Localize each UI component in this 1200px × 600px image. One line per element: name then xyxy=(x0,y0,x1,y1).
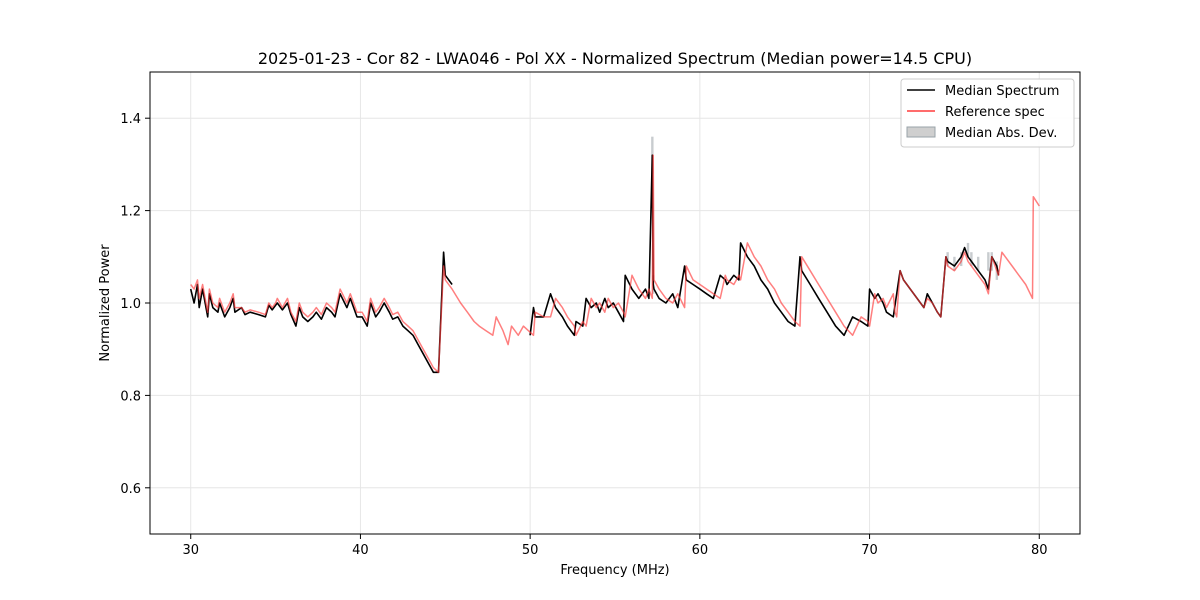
y-tick-label: 1.4 xyxy=(120,112,141,127)
x-tick-label: 70 xyxy=(861,543,878,558)
series-layer xyxy=(189,154,1040,374)
mad-band-segment xyxy=(953,256,956,271)
legend-label-reference: Reference spec xyxy=(945,105,1045,120)
y-tick-label: 0.6 xyxy=(120,482,141,497)
chart-title: 2025-01-23 - Cor 82 - LWA046 - Pol XX - … xyxy=(258,49,972,68)
reference-spectrum-line xyxy=(190,154,1040,374)
x-tick-label: 50 xyxy=(522,543,539,558)
mad-band-segment xyxy=(970,252,973,267)
legend-label-median: Median Spectrum xyxy=(945,84,1059,99)
legend-label-mad: Median Abs. Dev. xyxy=(945,126,1057,141)
legend: Median Spectrum Reference spec Median Ab… xyxy=(900,78,1075,148)
legend-box xyxy=(900,78,1075,148)
y-tick-label: 0.8 xyxy=(120,389,141,404)
x-axis-label: Frequency (MHz) xyxy=(560,563,669,578)
legend-swatch-mad xyxy=(906,126,936,138)
mad-band-segment xyxy=(987,252,990,271)
y-tick-label: 1.0 xyxy=(120,297,141,312)
mad-band-segment xyxy=(976,256,980,271)
mad-band-segment xyxy=(946,252,949,267)
mad-band-segment xyxy=(960,252,963,267)
median-spectrum-line xyxy=(189,251,453,374)
x-tick-label: 80 xyxy=(1031,543,1048,558)
x-tick-label: 60 xyxy=(692,543,709,558)
y-tick-label: 1.2 xyxy=(120,205,141,220)
x-tick-label: 30 xyxy=(182,543,199,558)
mad-band-segment xyxy=(966,242,970,257)
y-axis-label: Normalized Power xyxy=(98,244,113,362)
x-tick-label: 40 xyxy=(352,543,369,558)
ticks: 30 40 50 60 70 80 0.6 0.8 1.0 1.2 1.4 xyxy=(120,112,1047,558)
